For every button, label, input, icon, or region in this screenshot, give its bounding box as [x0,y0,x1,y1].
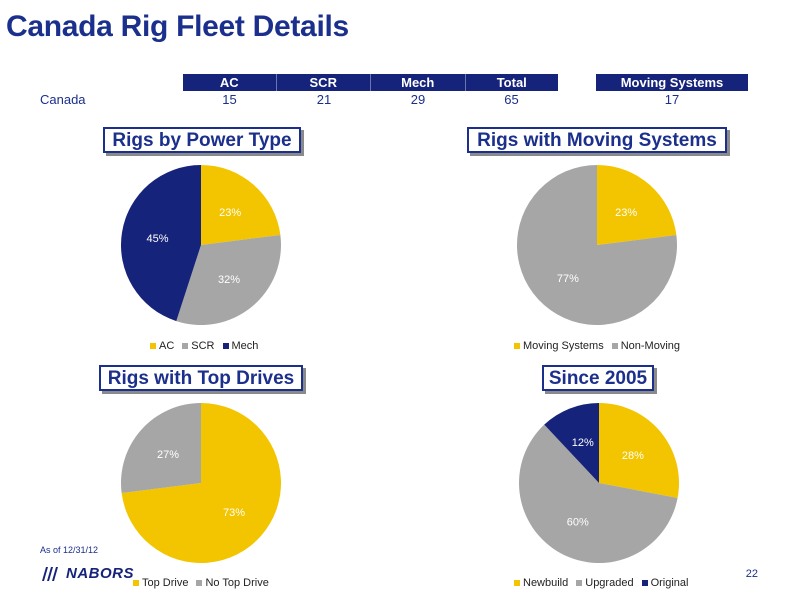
data-label-newbuild: 28% [622,450,644,462]
header-moving-systems: Moving Systems [620,75,724,90]
pie-slice-newbuild [599,403,679,498]
header-mech: Mech [370,74,465,91]
legend-item-scr: SCR [182,340,215,352]
legend-moving-systems: Moving Systems Non-Moving [514,340,680,352]
legend-item-no-top-drive: No Top Drive [196,577,269,589]
pie-slice-non-moving [517,165,677,325]
data-label-top-drive: 73% [223,507,245,519]
legend-label-upgraded: Upgraded [585,577,634,589]
legend-item-ac: AC [150,340,174,352]
legend-item-mech: Mech [222,340,259,352]
pie-slice-original [544,403,599,483]
pie-slice-top-drive [121,403,281,563]
legend-swatch-upgraded [576,580,583,586]
pie-slice-scr [176,234,281,325]
legend-swatch-ac [150,343,156,349]
data-label-scr: 32% [218,274,240,286]
as-of-date: As of 12/31/12 [40,545,99,555]
header-total: Total [464,74,559,91]
data-label-no-top-drive: 27% [157,449,179,461]
summary-table-moving-header: Moving Systems [596,74,748,91]
row-label: Canada [40,92,86,107]
pie-slice-upgraded [519,424,678,563]
pie-slice-moving-systems [597,165,677,245]
legend-swatch-scr [182,343,189,349]
pie-slice-mech [121,165,201,322]
pie-chart-power-type: 23% 32% 45% [121,165,281,325]
pie-chart-moving-systems: 23% 77% [517,165,677,325]
legend-power-type: AC SCR Mech [150,340,258,352]
pie-slice-no-top-drive [121,403,201,494]
legend-item-original: Original [641,577,689,589]
legend-item-newbuild: Newbuild [514,577,568,589]
pie-slice-ac [201,165,281,245]
pie-chart-since-2005: 28% 60% 12% [519,403,679,563]
legend-label-scr: SCR [191,340,215,352]
legend-swatch-non-moving [611,343,618,349]
cell-ac: 15 [222,92,237,107]
data-label-original: 12% [572,437,594,449]
chart-title-moving-systems: Rigs with Moving Systems [467,127,727,153]
chart-title-top-drives: Rigs with Top Drives [99,365,303,391]
nabors-logo-icon [42,566,58,581]
legend-label-original: Original [650,577,689,589]
legend-swatch-mech [222,343,229,349]
summary-table-row: Canada 15 21 29 65 17 [0,92,800,108]
legend-item-top-drive: Top Drive [133,577,188,589]
logo-text: NABORS [66,565,135,582]
data-label-mech: 45% [147,233,169,245]
cell-mech: 29 [410,92,426,107]
cell-total: 65 [504,92,519,107]
legend-item-upgraded: Upgraded [576,577,634,589]
legend-label-ac: AC [159,340,175,352]
cell-moving-systems: 17 [664,92,680,107]
cell-scr: 21 [316,92,332,107]
header-ac: AC [219,75,239,90]
data-label-moving-systems: 23% [615,207,637,219]
page-title: Canada Rig Fleet Details [6,10,349,43]
legend-swatch-top-drive [133,580,139,586]
pie-chart-top-drives: 73% 27% [121,403,281,563]
data-label-upgraded: 60% [567,517,589,529]
data-label-ac: 23% [219,207,241,219]
legend-swatch-newbuild [514,580,520,586]
page-number: 22 [745,568,758,580]
nabors-logo: NABORS [40,565,134,582]
legend-label-no-top-drive: No Top Drive [205,577,269,589]
chart-title-since-2005: Since 2005 [542,365,654,391]
legend-label-mech: Mech [231,340,259,352]
header-scr: SCR [275,74,371,91]
legend-item-non-moving: Non-Moving [611,340,681,352]
legend-since-2005: Newbuild Upgraded Original [514,577,688,589]
data-label-non-moving: 77% [557,273,579,285]
summary-table-header: AC SCR Mech Total [183,74,558,91]
chart-title-power-type: Rigs by Power Type [103,127,301,153]
legend-item-moving-systems: Moving Systems [514,340,604,352]
legend-swatch-no-top-drive [196,580,203,586]
legend-swatch-original [641,580,648,586]
legend-label-moving-systems: Moving Systems [523,340,604,352]
legend-label-non-moving: Non-Moving [620,340,681,352]
legend-label-newbuild: Newbuild [523,577,569,589]
legend-swatch-moving-systems [514,343,520,349]
legend-top-drives: Top Drive No Top Drive [133,577,269,589]
legend-label-top-drive: Top Drive [142,577,189,589]
